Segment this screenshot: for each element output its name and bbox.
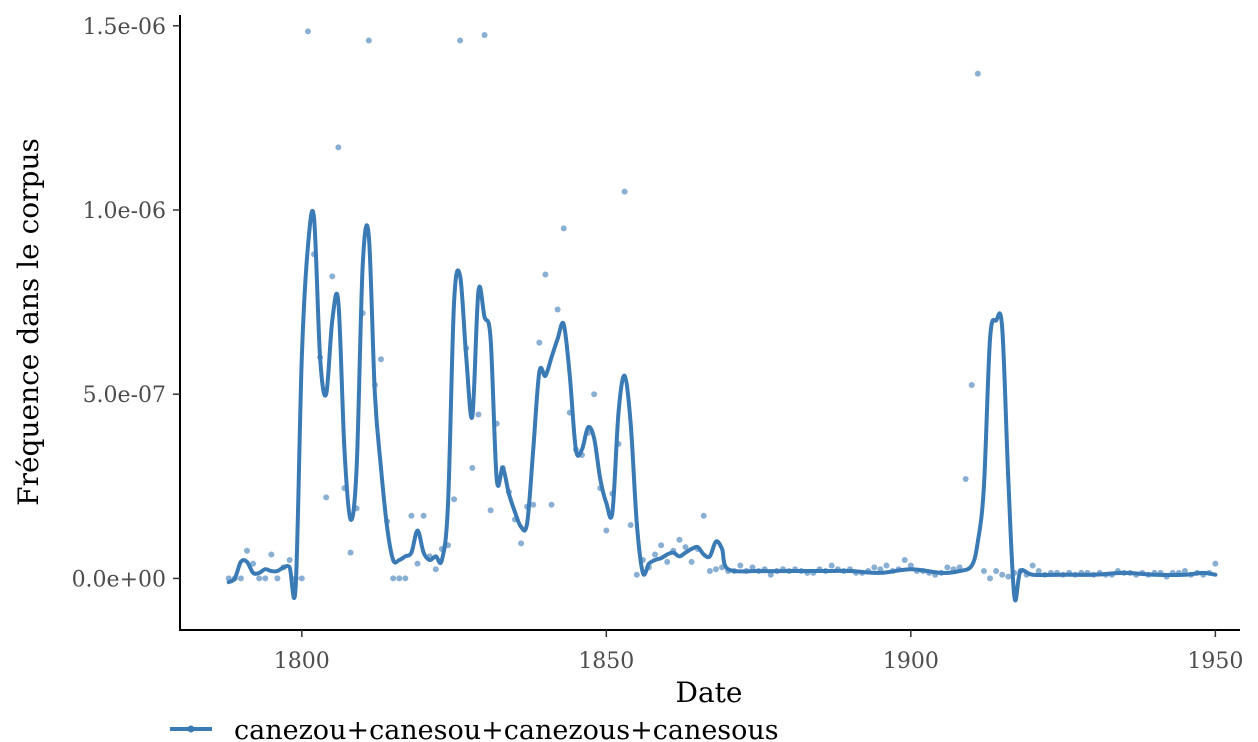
data-point: [993, 568, 1000, 575]
data-point: [548, 501, 555, 508]
data-point: [767, 571, 774, 578]
x-axis-ticks: 1800 1850 1900 1950: [274, 630, 1243, 674]
data-point: [560, 225, 567, 232]
data-point: [542, 271, 549, 278]
data-point: [749, 564, 756, 571]
data-point: [682, 544, 689, 551]
data-point: [901, 557, 908, 563]
data-point: [987, 575, 994, 582]
data-point: [1035, 568, 1042, 575]
data-point: [268, 551, 275, 558]
data-point: [700, 512, 707, 519]
data-point: [968, 382, 975, 388]
data-point: [262, 575, 269, 582]
data-point: [481, 32, 488, 38]
data-point: [999, 571, 1006, 578]
y-axis-title: Fréquence dans le corpus: [12, 138, 45, 506]
data-point: [974, 70, 981, 77]
data-point: [250, 560, 257, 567]
data-point: [329, 273, 336, 280]
data-point: [652, 551, 659, 558]
data-point: [877, 566, 884, 573]
data-point: [487, 507, 494, 514]
data-point: [1212, 560, 1219, 567]
legend-point-swatch: [187, 725, 195, 733]
data-point: [475, 411, 482, 418]
data-point: [688, 558, 695, 565]
data-point: [1181, 568, 1188, 575]
y-axis-ticks: 0.0e+00 5.0e-07 1.0e-06 1.5e-06: [72, 15, 180, 592]
data-point: [944, 564, 951, 571]
y-tick-label: 0.0e+00: [72, 567, 166, 592]
data-point: [402, 575, 409, 582]
data-point: [469, 464, 476, 471]
data-point: [518, 540, 525, 547]
data-point: [1005, 573, 1012, 580]
data-point: [621, 188, 628, 195]
data-point: [871, 564, 878, 571]
smoothed-line-layer: [226, 208, 1218, 603]
data-point: [706, 568, 713, 575]
data-point: [627, 522, 634, 528]
data-point: [298, 575, 305, 582]
data-point: [365, 37, 372, 44]
data-point: [408, 512, 415, 519]
data-point: [237, 575, 244, 582]
data-point: [286, 557, 293, 563]
data-point: [737, 562, 744, 569]
y-tick-label: 1.0e-06: [83, 199, 166, 224]
x-axis-title: Date: [676, 676, 743, 709]
data-point: [828, 562, 835, 569]
data-point: [377, 356, 384, 363]
data-point: [304, 28, 311, 35]
data-point: [347, 549, 354, 556]
x-tick-label: 1950: [1187, 649, 1243, 674]
data-point: [554, 306, 561, 313]
data-point: [396, 575, 403, 582]
data-point: [907, 562, 914, 569]
data-point: [457, 37, 464, 44]
data-point: [390, 575, 397, 582]
data-point: [274, 575, 281, 582]
data-point: [243, 547, 250, 554]
data-point: [451, 496, 458, 503]
data-point: [414, 560, 421, 567]
data-point: [664, 558, 671, 565]
data-point: [536, 339, 543, 346]
y-tick-label: 1.5e-06: [83, 15, 166, 40]
data-point: [658, 542, 665, 549]
data-point: [432, 566, 439, 573]
data-point: [335, 144, 342, 151]
data-point: [676, 536, 683, 543]
data-point: [420, 512, 427, 519]
legend: canezou+canesou+canezous+canesous: [170, 715, 779, 742]
legend-label: canezou+canesou+canezous+canesous: [234, 715, 779, 742]
data-points: [225, 28, 1219, 582]
data-point: [530, 501, 537, 508]
data-point: [591, 391, 598, 398]
data-point: [323, 494, 330, 501]
data-point: [712, 566, 719, 573]
x-tick-label: 1850: [578, 649, 634, 674]
y-tick-label: 5.0e-07: [83, 383, 166, 408]
data-point: [980, 568, 987, 575]
data-point: [962, 475, 969, 482]
x-tick-label: 1800: [274, 649, 330, 674]
data-point: [603, 527, 610, 534]
x-tick-label: 1900: [883, 649, 939, 674]
series-line: [226, 208, 1218, 603]
data-point: [633, 571, 640, 578]
data-point: [883, 562, 890, 569]
data-point: [1029, 562, 1036, 569]
data-point: [256, 575, 263, 582]
